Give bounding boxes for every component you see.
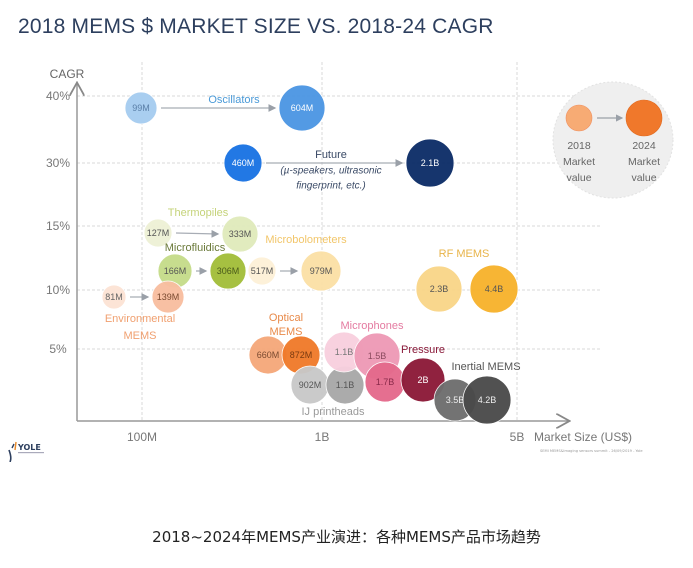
- arrow-thermopiles: [175, 229, 220, 238]
- legend-label-market: Market: [628, 156, 660, 168]
- series-arrows: [130, 104, 404, 301]
- series-label: Optical: [269, 312, 303, 324]
- y-tick-label: 5%: [49, 342, 67, 356]
- y-tick-label: 40%: [46, 89, 70, 103]
- y-tick-label: 15%: [46, 219, 70, 233]
- series-label: Future: [315, 149, 347, 161]
- bubble-value-label: 460M: [232, 158, 255, 168]
- bubble-pressure-2024: [400, 357, 446, 403]
- bubble-value-label: 2B: [417, 375, 428, 385]
- bubble-thermopiles-2024: [221, 215, 259, 253]
- caption: 2018~2024年MEMS产业演进：各种MEMS产品市场趋势: [152, 528, 541, 546]
- legend-bubble-2018: [565, 104, 593, 132]
- bubble-microfluidics-2024: [209, 252, 247, 290]
- series-label: Thermopiles: [168, 207, 229, 219]
- bubble-oscillators-2024: [278, 84, 326, 132]
- series-label: Inertial MEMS: [451, 361, 520, 373]
- svg-text:YOLE: YOLE: [17, 443, 41, 452]
- series-label: IJ printheads: [302, 406, 365, 418]
- bubble-inertial-mems-2024: [462, 375, 512, 425]
- bubble-environmental-mems-2018: [101, 284, 127, 310]
- tick-labels: CAGR 40% 30% 15% 10% 5% 100M 1B 5B Market Size (U…: [46, 67, 632, 444]
- bubble-value-label: 2.3B: [430, 284, 449, 294]
- bubble-value-label: 139M: [157, 292, 180, 302]
- series-labels: Oscillators Future (µ-speakers, ultrasonic…: [105, 94, 521, 418]
- bubble-chart: CAGR 40% 30% 15% 10% 5% 100M 1B 5B Market Size (U…: [46, 62, 674, 444]
- bubble-rf-mems-2018: [415, 265, 463, 313]
- y-tick-label: 10%: [46, 283, 70, 297]
- legend-label-year: 2024: [632, 140, 656, 152]
- yole-logo: YOLE: [8, 441, 44, 462]
- bubble-value-label: 2.1B: [421, 158, 440, 168]
- series-label-line2: MEMS: [124, 330, 157, 342]
- bubbles: 99M 604M 460M 2.1B 127M 333M 166M 306M 517M 979M 8…: [101, 84, 519, 425]
- bubble-value-label: 517M: [251, 266, 274, 276]
- bubble-value-label: 660M: [257, 350, 280, 360]
- bubble-future-2024: [405, 138, 455, 188]
- footnote: SEMI MEMS&Imaging sensors summit - 26/09…: [540, 449, 643, 453]
- y-tick-label: 30%: [46, 156, 70, 170]
- legend: 2018 Market value 2024 Market value: [552, 81, 674, 199]
- bubble-value-label: 127M: [147, 228, 170, 238]
- bubble-value-label: 3.5B: [446, 395, 465, 405]
- bubble-value-label: 902M: [299, 380, 322, 390]
- bubble-value-label: 1.7B: [376, 377, 395, 387]
- bubble-microbolometers-2018: [247, 256, 277, 286]
- bubble-value-label: 81M: [105, 292, 123, 302]
- bubble-value-label: 99M: [132, 103, 150, 113]
- x-axis-label: Market Size (US$): [534, 430, 632, 444]
- x-tick-label: 100M: [127, 430, 157, 444]
- series-label: Oscillators: [208, 94, 260, 106]
- bubble-value-label: 604M: [291, 103, 314, 113]
- bubble-value-label: 872M: [290, 350, 313, 360]
- bubble-future-2018: [223, 143, 263, 183]
- x-tick-label: 1B: [315, 430, 330, 444]
- series-label: Environmental: [105, 313, 175, 325]
- bubble-value-label: 1.1B: [336, 380, 355, 390]
- legend-label-market: Market: [563, 156, 595, 168]
- bubble-value-label: 1.1B: [335, 347, 354, 357]
- x-tick-label: 5B: [510, 430, 525, 444]
- bubble-value-label: 979M: [310, 266, 333, 276]
- bubble-value-label: 333M: [229, 229, 252, 239]
- bubble-value-label: 166M: [164, 266, 187, 276]
- legend-bubble-2024: [625, 99, 663, 137]
- series-label-line2: MEMS: [270, 326, 303, 338]
- bubble-oscillators-2018: [124, 91, 158, 125]
- series-sublabel: fingerprint, etc.): [296, 181, 365, 192]
- y-axis-label: CAGR: [50, 67, 85, 81]
- series-label: RF MEMS: [439, 248, 490, 260]
- series-label: Pressure: [401, 344, 445, 356]
- bubble-value-label: 4.2B: [478, 395, 497, 405]
- bubble-rf-mems-2024: [469, 264, 519, 314]
- series-label: Microfluidics: [165, 242, 226, 254]
- series-sublabel: (µ-speakers, ultrasonic: [280, 166, 381, 177]
- bubble-value-label: 1.5B: [368, 351, 387, 361]
- bubble-value-label: 4.4B: [485, 284, 504, 294]
- legend-label-value: value: [566, 172, 591, 184]
- series-label: Microphones: [341, 320, 404, 332]
- bubble-value-label: 306M: [217, 266, 240, 276]
- series-label: Microbolometers: [265, 234, 347, 246]
- legend-label-value: value: [631, 172, 656, 184]
- bubble-microbolometers-2024: [300, 250, 342, 292]
- bubble-thermopiles-2018: [143, 218, 173, 248]
- legend-label-year: 2018: [567, 140, 591, 152]
- chart-title: 2018 MEMS $ MARKET SIZE VS. 2018-24 CAGR: [18, 15, 494, 38]
- bubble-environmental-mems-2024: [151, 280, 185, 314]
